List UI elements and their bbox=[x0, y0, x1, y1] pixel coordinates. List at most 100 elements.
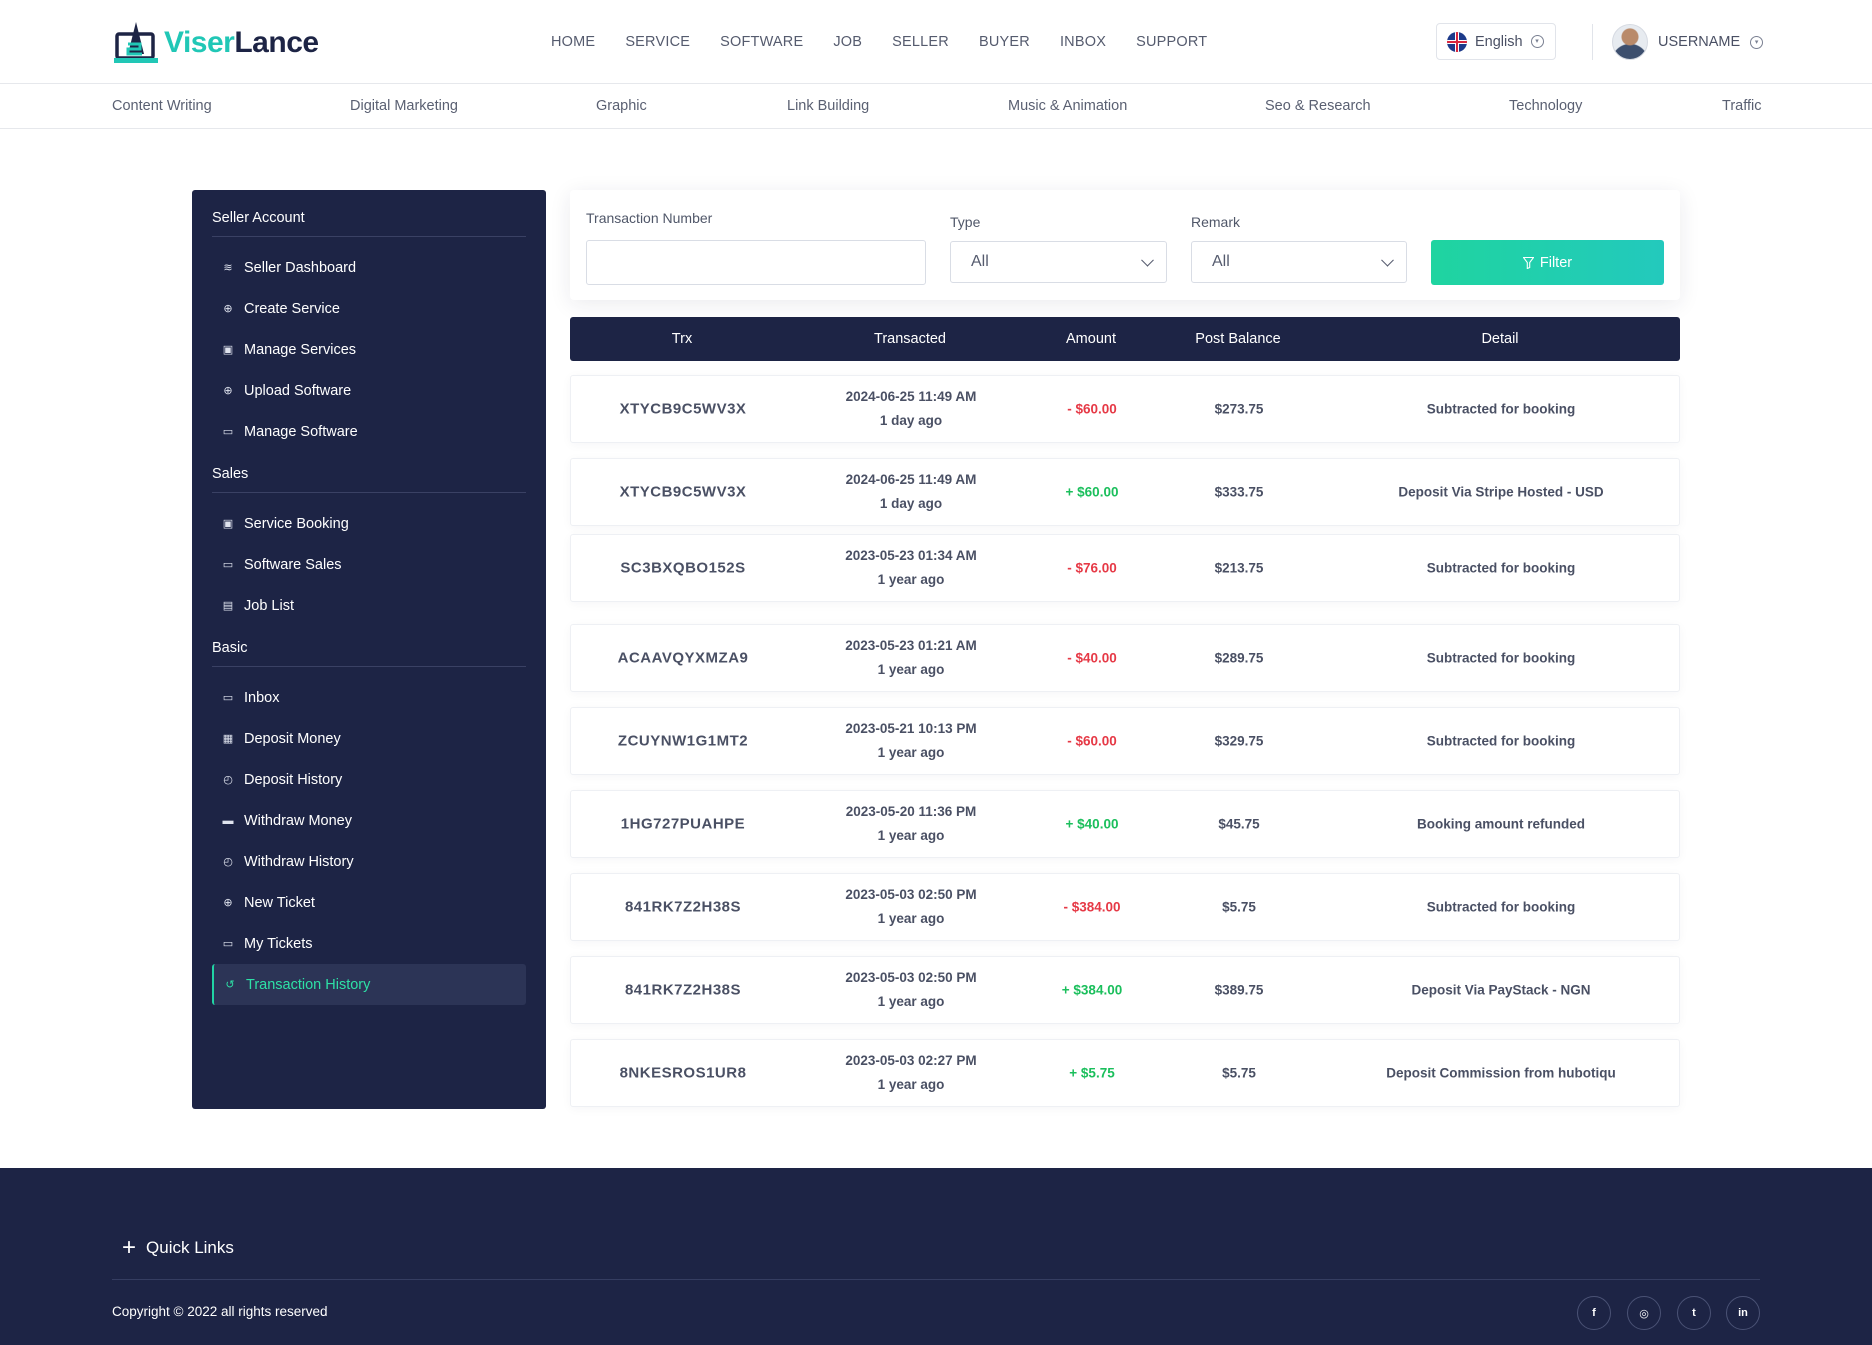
post-balance: $389.75 bbox=[1214, 982, 1264, 998]
table-row: 1HG727PUAHPE 2023-05-20 11:36 PM 1 year ag… bbox=[570, 790, 1680, 858]
history-icon: ↺ bbox=[225, 979, 235, 991]
nav-service[interactable]: SERVICE bbox=[625, 34, 691, 50]
sidebar-item-deposit-history[interactable]: ◴ Deposit History bbox=[212, 759, 526, 800]
sidebar-item-withdraw-money[interactable]: ▬ Withdraw Money bbox=[212, 800, 526, 841]
amount: - $60.00 bbox=[1067, 733, 1117, 749]
transacted-cell: 2023-05-21 10:13 PM 1 year ago bbox=[845, 717, 976, 765]
sidebar-item-label: Job List bbox=[244, 597, 294, 614]
plus-circle-icon: ⊕ bbox=[223, 897, 233, 909]
nav-buyer[interactable]: BUYER bbox=[978, 34, 1030, 50]
nav-seller[interactable]: SELLER bbox=[892, 34, 949, 50]
sidebar-item-seller-dashboard[interactable]: ≋ Seller Dashboard bbox=[212, 247, 526, 288]
sidebar-section-title: Basic bbox=[212, 640, 526, 667]
transacted-date: 2023-05-03 02:50 PM bbox=[845, 887, 977, 902]
transacted-cell: 2023-05-20 11:36 PM 1 year ago bbox=[846, 800, 977, 848]
transacted-date: 2023-05-23 01:34 AM bbox=[845, 548, 977, 563]
category-bar: Content Writing Digital Marketing Graphic L… bbox=[0, 85, 1872, 129]
language-select[interactable]: English ▾ bbox=[1436, 23, 1556, 60]
linkedin-icon[interactable]: in bbox=[1726, 1296, 1760, 1330]
seller-sidebar: Seller Account ≋ Seller Dashboard ⊕ Create S… bbox=[192, 190, 546, 1109]
trx-number-label: Transaction Number bbox=[586, 210, 713, 226]
post-balance: $5.75 bbox=[1222, 1065, 1256, 1081]
sidebar-item-service-booking[interactable]: ▣ Service Booking bbox=[212, 503, 526, 544]
uk-flag-icon bbox=[1447, 31, 1467, 52]
amount: + $384.00 bbox=[1061, 982, 1123, 998]
sidebar-item-software-sales[interactable]: ▭ Software Sales bbox=[212, 544, 526, 585]
category-seo-and-research[interactable]: Seo & Research bbox=[1265, 98, 1371, 114]
sidebar-item-new-ticket[interactable]: ⊕ New Ticket bbox=[212, 882, 526, 923]
remark-select[interactable]: All bbox=[1191, 241, 1407, 283]
transacted-date: 2023-05-23 01:21 AM bbox=[845, 638, 977, 653]
table-row: 841RK7Z2H38S 2023-05-03 02:50 PM 1 year ag… bbox=[570, 956, 1680, 1024]
sidebar-item-withdraw-history[interactable]: ◴ Withdraw History bbox=[212, 841, 526, 882]
category-traffic[interactable]: Traffic bbox=[1722, 98, 1762, 114]
sidebar-item-label: Create Service bbox=[244, 300, 340, 317]
chevron-down-icon: ▾ bbox=[1530, 35, 1544, 48]
sidebar-item-upload-software[interactable]: ⊕ Upload Software bbox=[212, 370, 526, 411]
post-balance: $5.75 bbox=[1222, 899, 1256, 915]
plus-circle-icon: ⊕ bbox=[223, 385, 233, 397]
quick-links-toggle[interactable]: + Quick Links bbox=[122, 1236, 234, 1260]
trx-id: 841RK7Z2H38S bbox=[624, 898, 742, 916]
clock-icon: ◴ bbox=[223, 774, 233, 786]
sidebar-item-label: Software Sales bbox=[244, 556, 342, 573]
nav-home[interactable]: HOME bbox=[551, 34, 596, 50]
sidebar-item-create-service[interactable]: ⊕ Create Service bbox=[212, 288, 526, 329]
detail: Subtracted for booking bbox=[1426, 899, 1576, 915]
sidebar-item-manage-services[interactable]: ▣ Manage Services bbox=[212, 329, 526, 370]
user-menu[interactable]: USERNAME ▾ bbox=[1612, 23, 1764, 61]
detail: Deposit Via Stripe Hosted - USD bbox=[1398, 484, 1604, 500]
sidebar-item-transaction-history[interactable]: ↺ Transaction History bbox=[212, 964, 526, 1005]
trx-id: SC3BXQBO152S bbox=[620, 559, 746, 577]
sidebar-item-label: Deposit History bbox=[244, 771, 343, 788]
sidebar-item-label: Withdraw Money bbox=[244, 812, 352, 829]
plus-icon: + bbox=[122, 1234, 137, 1261]
column-header-post-balance: Post Balance bbox=[1195, 331, 1281, 347]
twitter-icon[interactable]: t bbox=[1677, 1296, 1711, 1330]
category-technology[interactable]: Technology bbox=[1509, 98, 1583, 114]
sidebar-item-my-tickets[interactable]: ▭ My Tickets bbox=[212, 923, 526, 964]
trx-id: 1HG727PUAHPE bbox=[620, 815, 746, 833]
filter-button-label: Filter bbox=[1539, 254, 1573, 271]
transactions-table-header: Trx Transacted Amount Post Balance Detail bbox=[570, 317, 1680, 361]
nav-inbox[interactable]: INBOX bbox=[1059, 34, 1107, 50]
instagram-icon[interactable]: ◎ bbox=[1627, 1296, 1661, 1330]
facebook-icon[interactable]: f bbox=[1577, 1296, 1611, 1330]
category-content-writing[interactable]: Content Writing bbox=[112, 98, 212, 114]
table-row: 8NKESROS1UR8 2023-05-03 02:27 PM 1 year ag… bbox=[570, 1039, 1680, 1107]
sidebar-item-job-list[interactable]: ▤ Job List bbox=[212, 585, 526, 626]
brand-logo[interactable]: ViserLance bbox=[114, 18, 319, 68]
category-music-and-animation[interactable]: Music & Animation bbox=[1008, 98, 1128, 114]
nav-support[interactable]: SUPPORT bbox=[1136, 34, 1208, 50]
transacted-ago: 1 year ago bbox=[877, 828, 945, 843]
table-row: XTYCB9C5WV3X 2024-06-25 11:49 AM 1 day ago… bbox=[570, 458, 1680, 526]
transacted-cell: 2024-06-25 11:49 AM 1 day ago bbox=[846, 385, 977, 433]
category-link-building[interactable]: Link Building bbox=[787, 98, 870, 114]
post-balance: $329.75 bbox=[1214, 733, 1264, 749]
post-balance: $273.75 bbox=[1214, 401, 1264, 417]
car-icon: ▣ bbox=[222, 518, 234, 530]
category-digital-marketing[interactable]: Digital Marketing bbox=[350, 98, 458, 114]
sidebar-item-label: Service Booking bbox=[244, 515, 349, 532]
type-select[interactable]: All bbox=[950, 241, 1167, 283]
filter-panel: Transaction Number Type All Remark All F… bbox=[570, 190, 1680, 300]
copyright-text: Copyright © 2022 all rights reserved bbox=[112, 1304, 328, 1319]
post-balance: $289.75 bbox=[1214, 650, 1264, 666]
transacted-date: 2023-05-21 10:13 PM bbox=[845, 721, 977, 736]
trx-number-input[interactable] bbox=[586, 240, 926, 285]
header-divider bbox=[1592, 24, 1593, 60]
filter-button[interactable]: Filter bbox=[1431, 240, 1664, 285]
sidebar-item-deposit-money[interactable]: ▦ Deposit Money bbox=[212, 718, 526, 759]
sidebar-item-manage-software[interactable]: ▭ Manage Software bbox=[212, 411, 526, 452]
transacted-cell: 2024-06-25 11:49 AM 1 day ago bbox=[846, 468, 977, 516]
transacted-date: 2023-05-03 02:27 PM bbox=[845, 1053, 977, 1068]
transacted-ago: 1 year ago bbox=[877, 994, 945, 1009]
sidebar-item-label: Deposit Money bbox=[244, 730, 341, 747]
type-label: Type bbox=[950, 214, 981, 230]
category-graphic[interactable]: Graphic bbox=[596, 98, 647, 114]
sidebar-item-inbox[interactable]: ▭ Inbox bbox=[212, 677, 526, 718]
nav-job[interactable]: JOB bbox=[833, 34, 863, 50]
nav-software[interactable]: SOFTWARE bbox=[720, 34, 804, 50]
table-row: XTYCB9C5WV3X 2024-06-25 11:49 AM 1 day ago… bbox=[570, 375, 1680, 443]
laptop-icon: ▭ bbox=[222, 426, 234, 438]
